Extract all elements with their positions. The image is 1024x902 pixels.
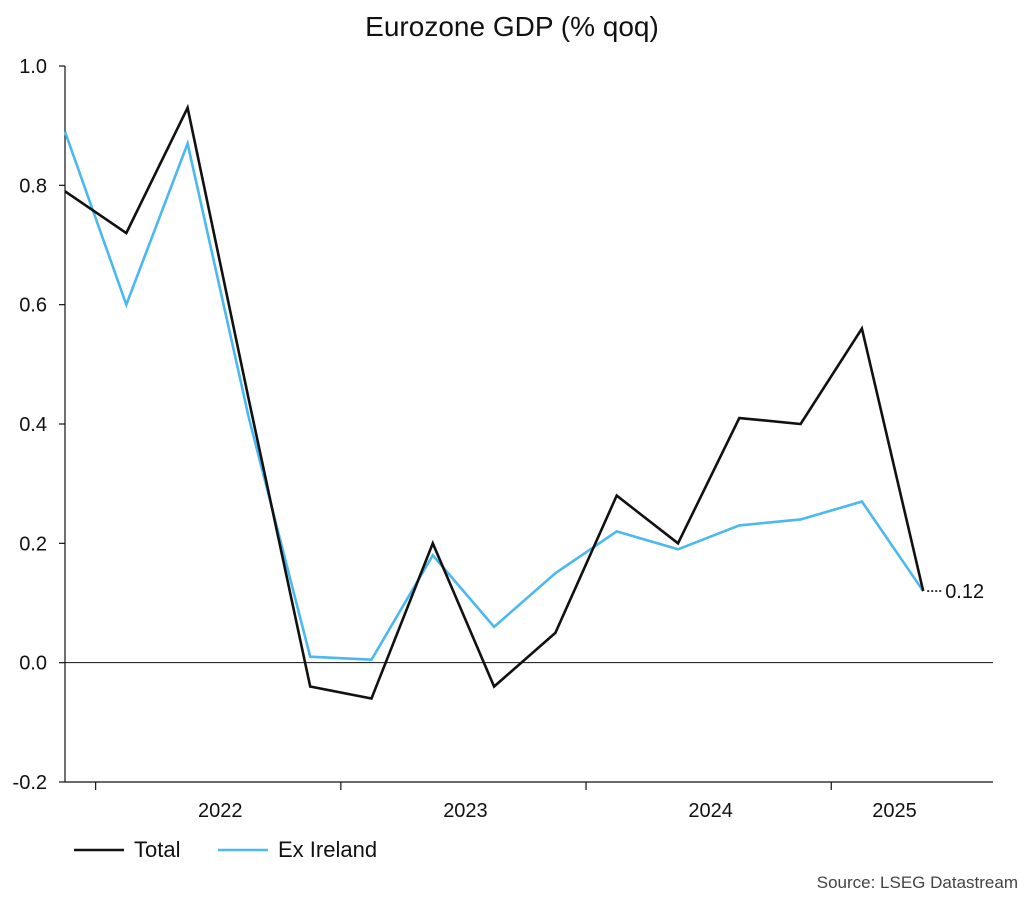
legend: Total Ex Ireland [74, 837, 377, 862]
y-tick-label: 0.8 [19, 175, 47, 197]
legend-label-ex-ireland: Ex Ireland [278, 837, 377, 862]
y-tick-label: 0.2 [19, 533, 47, 555]
y-tick-label: 0.4 [19, 414, 47, 436]
y-tick-label: 0.0 [19, 653, 47, 675]
x-tick-label: 2025 [872, 800, 917, 822]
axes: 1.0 0.8 0.6 0.4 0.2 0.0 -0.2 2022 2023 2024 2025 [13, 56, 993, 822]
y-tick-label: 1.0 [19, 56, 47, 78]
chart-title: Eurozone GDP (% qoq) [365, 11, 659, 42]
end-value-label: 0.12 [945, 581, 984, 603]
legend-label-total: Total [134, 837, 180, 862]
x-tick-label: 2023 [443, 800, 488, 822]
source-note: Source: LSEG Datastream [817, 873, 1018, 892]
y-tick-label: 0.6 [19, 295, 47, 317]
series-line-ex-ireland [63, 131, 925, 662]
series-line-total [64, 103, 925, 700]
y-tick-label: -0.2 [13, 772, 47, 794]
x-tick-label: 2022 [198, 800, 243, 822]
x-tick-label: 2024 [688, 800, 733, 822]
plot-area: 0.12 [63, 103, 984, 700]
